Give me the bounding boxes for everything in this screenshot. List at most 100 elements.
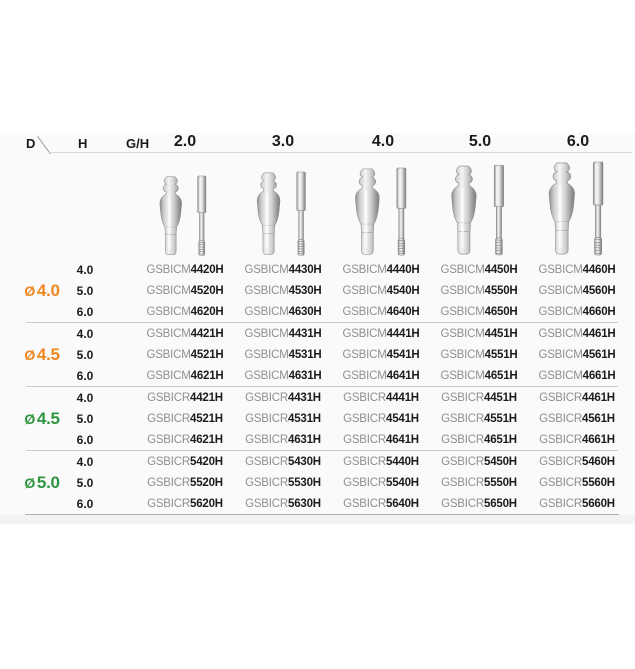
product-code-prefix: GSBICM: [538, 327, 583, 340]
product-code-prefix: GSBICR: [343, 433, 386, 446]
product-code-prefix: GSBICR: [245, 391, 288, 404]
product-code-prefix: GSBICR: [441, 455, 484, 468]
product-code: GSBICR5430H: [234, 456, 332, 468]
product-code: GSBICM4541H: [332, 349, 430, 361]
product-code: GSBICR5530H: [234, 477, 332, 489]
abutment-screw-illustration: [334, 161, 432, 259]
product-code: GSBICR5450H: [430, 456, 528, 468]
product-code: GSBICM4550H: [430, 285, 528, 297]
product-code: GSBICM4561H: [528, 349, 626, 361]
product-code: GSBICM4630H: [234, 306, 332, 318]
product-code-number: 5520H: [190, 476, 223, 489]
product-code-number: 4431H: [288, 327, 322, 340]
product-code: GSBICR5460H: [528, 456, 626, 468]
product-code-number: 4621H: [190, 369, 224, 382]
product-code: GSBICM4450H: [430, 264, 528, 276]
group-divider: [26, 386, 618, 387]
product-code: GSBICM4631H: [234, 370, 332, 382]
product-code-prefix: GSBICM: [244, 284, 289, 297]
product-code-prefix: GSBICR: [147, 455, 190, 468]
product-code-prefix: GSBICR: [539, 433, 582, 446]
product-code-number: 4631H: [288, 369, 322, 382]
product-code-number: 4641H: [386, 433, 419, 446]
gingival-height-value: 4.0: [76, 262, 94, 277]
product-code: GSBICM4451H: [430, 328, 528, 340]
abutment-screw-image: [256, 171, 306, 256]
abutment-screw-illustration: [431, 161, 529, 259]
abutment-screw-illustration: [136, 161, 234, 259]
product-code-prefix: GSBICM: [146, 327, 191, 340]
product-code: GSBICM4560H: [528, 285, 626, 297]
diameter-value: 4.5: [36, 344, 60, 364]
product-groups: Ø 4.0 4.0 GSBICM4420H GSBICM4430H GSBICM4440…: [0, 259, 635, 524]
product-code-prefix: GSBICM: [440, 348, 485, 361]
product-code-prefix: GSBICM: [440, 369, 485, 382]
product-code-number: 5420H: [190, 455, 223, 468]
product-code-prefix: GSBICM: [244, 263, 289, 276]
product-code-number: 4660H: [582, 305, 616, 318]
diameter-symbol: Ø: [24, 474, 35, 491]
product-code-number: 4461H: [582, 391, 615, 404]
product-code-number: 4420H: [190, 263, 224, 276]
group-divider: [26, 322, 618, 323]
product-code-number: 4651H: [484, 433, 517, 446]
product-code-prefix: GSBICM: [342, 305, 387, 318]
gingival-height-value: 4.0: [76, 326, 94, 341]
product-code: GSBICR5620H: [136, 498, 234, 510]
product-code-number: 5530H: [288, 476, 321, 489]
diameter-symbol: Ø: [24, 346, 35, 363]
product-code-prefix: GSBICR: [343, 391, 386, 404]
product-code-prefix: GSBICM: [146, 284, 191, 297]
product-code-number: 4531H: [288, 412, 321, 425]
product-code-prefix: GSBICM: [440, 263, 485, 276]
product-code: GSBICM4460H: [528, 264, 626, 276]
product-code-prefix: GSBICM: [538, 369, 583, 382]
product-code: GSBICR4451H: [430, 392, 528, 404]
gingival-height-value: 4.0: [76, 390, 94, 405]
product-code: GSBICR5660H: [528, 498, 626, 510]
abutment-screw-image: [159, 175, 207, 256]
product-code-number: 4521H: [190, 348, 224, 361]
product-code-number: 4440H: [386, 263, 420, 276]
product-code-number: 5620H: [190, 497, 223, 510]
gingival-height-value: 5.0: [76, 475, 94, 490]
product-code: GSBICR4621H: [136, 434, 234, 446]
abutment-screw-image: [355, 167, 407, 256]
product-code: GSBICM4431H: [234, 328, 332, 340]
abutment-screw-image: [548, 161, 603, 256]
table-bottom-band: [0, 515, 635, 524]
product-code: GSBICM4521H: [136, 349, 234, 361]
product-code-number: 4630H: [288, 305, 322, 318]
product-code-prefix: GSBICM: [244, 348, 289, 361]
product-code: GSBICR5540H: [332, 477, 430, 489]
group-divider: [26, 450, 618, 451]
product-code-number: 4531H: [288, 348, 322, 361]
product-code-prefix: GSBICR: [245, 412, 288, 425]
product-code-prefix: GSBICM: [146, 263, 191, 276]
product-code-prefix: GSBICR: [539, 412, 582, 425]
column-gh-label: G/H: [126, 136, 150, 151]
product-code-prefix: GSBICM: [342, 263, 387, 276]
product-code-number: 4520H: [190, 284, 224, 297]
gh-size-header: 5.0: [468, 133, 492, 150]
abutment-screw-illustration: [234, 161, 332, 259]
product-code: GSBICM4661H: [528, 370, 626, 382]
product-code-number: 4561H: [582, 348, 616, 361]
product-code-prefix: GSBICR: [245, 433, 288, 446]
product-code: GSBICR5420H: [136, 456, 234, 468]
product-code: GSBICR4651H: [430, 434, 528, 446]
product-code: GSBICR4641H: [332, 434, 430, 446]
product-code-number: 4621H: [190, 433, 223, 446]
product-code-number: 5460H: [582, 455, 615, 468]
product-code-number: 5430H: [288, 455, 321, 468]
product-code-prefix: GSBICM: [538, 263, 583, 276]
product-code-prefix: GSBICR: [539, 391, 582, 404]
product-code-prefix: GSBICR: [441, 476, 484, 489]
gh-size-header: 2.0: [173, 133, 197, 150]
product-code: GSBICR5560H: [528, 477, 626, 489]
gingival-height-value: 6.0: [76, 368, 94, 383]
product-code-prefix: GSBICR: [343, 476, 386, 489]
product-code: GSBICR4561H: [528, 413, 626, 425]
product-code: GSBICM4540H: [332, 285, 430, 297]
diameter-label: Ø 5.0: [20, 473, 64, 493]
